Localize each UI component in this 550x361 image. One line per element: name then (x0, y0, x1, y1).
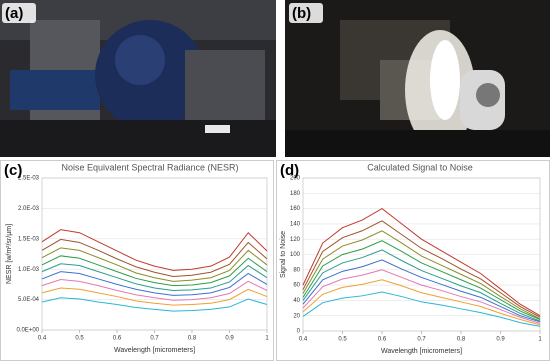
panel-label: (c) (4, 162, 22, 179)
y-tick-label: 1.0E-03 (18, 267, 40, 273)
y-tick-label: 60 (293, 283, 300, 289)
x-tick-label: 0.6 (113, 336, 122, 342)
panel-label: (d) (280, 162, 299, 179)
series-line (41, 297, 268, 312)
series-line (302, 279, 541, 326)
x-tick-label: 0.8 (188, 336, 197, 342)
x-tick-label: 0.7 (417, 337, 426, 343)
y-tick-label: 120 (290, 237, 301, 243)
x-tick-label: 0.4 (299, 337, 308, 343)
series-line (41, 247, 268, 282)
x-tick-label: 0.6 (378, 337, 387, 343)
x-tick-label: 0.9 (496, 337, 505, 343)
series-line (41, 287, 268, 306)
photo-a (0, 0, 276, 157)
y-tick-label: 2.0E-03 (18, 206, 40, 212)
x-tick-label: 0.9 (225, 336, 234, 342)
y-tick-label: 0.0E+00 (16, 328, 39, 334)
y-axis-title: Signal to Noise (280, 231, 287, 278)
series-line (41, 271, 268, 296)
series-line (302, 220, 541, 318)
series-line (41, 229, 268, 271)
x-tick-label: 1 (538, 337, 542, 343)
series-line (302, 259, 541, 323)
series-line (302, 249, 541, 322)
y-tick-label: 140 (290, 221, 301, 227)
series-line (302, 240, 541, 320)
series-line (302, 291, 541, 327)
y-tick-label: 1.5E-03 (18, 236, 40, 242)
y-tick-label: 0 (297, 329, 301, 335)
x-tick-label: 0.5 (75, 336, 84, 342)
plot-area (302, 177, 541, 332)
y-tick-label: 180 (290, 191, 301, 197)
series-line (302, 269, 541, 324)
series-line (302, 207, 541, 317)
y-tick-label: 5.0E-04 (18, 297, 40, 303)
chart-title: Calculated Signal to Noise (367, 162, 473, 172)
x-tick-label: 0.7 (150, 336, 159, 342)
series-line (302, 230, 541, 320)
y-tick-label: 40 (293, 298, 300, 304)
panel-label: (a) (5, 5, 23, 22)
chart-title: Noise Equivalent Spectral Radiance (NESR… (61, 162, 238, 172)
plot-area (41, 177, 268, 331)
x-tick-label: 0.8 (457, 337, 466, 343)
photo-label-box (2, 3, 323, 23)
series-line (41, 263, 268, 291)
y-tick-label: 200 (290, 176, 301, 182)
photo-b (285, 0, 550, 157)
y-tick-label: 20 (293, 313, 300, 319)
panel-label: (b) (292, 5, 311, 22)
x-axis-title: Wavelength [micrometers] (381, 348, 462, 355)
y-axis-title: NESR [w/m²/sr/µm] (6, 224, 13, 284)
series-line (41, 255, 268, 287)
series-line (41, 279, 268, 301)
x-tick-label: 0.5 (338, 337, 347, 343)
y-tick-label: 100 (290, 252, 301, 258)
series-line (41, 238, 268, 278)
x-tick-label: 1 (265, 336, 269, 342)
x-axis-title: Wavelength [micrometers] (114, 347, 195, 354)
y-tick-label: 80 (293, 267, 300, 273)
panel-frame (276, 160, 550, 361)
y-tick-label: 2.5E-03 (18, 176, 40, 182)
x-tick-label: 0.4 (38, 336, 47, 342)
y-tick-label: 160 (290, 206, 301, 212)
